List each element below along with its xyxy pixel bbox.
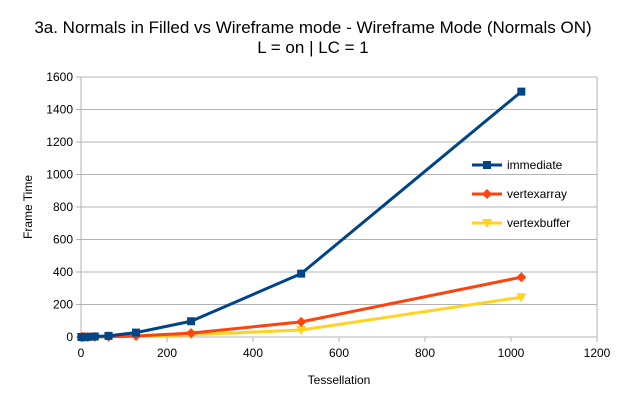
x-axis-label: Tessellation xyxy=(308,373,371,387)
y-tick-label: 1000 xyxy=(46,168,73,182)
data-point-vertexbuffer xyxy=(516,293,527,303)
x-tick-label: 200 xyxy=(157,346,177,360)
y-tick-label: 600 xyxy=(53,233,73,247)
data-point-immediate xyxy=(517,87,526,96)
data-point-vertexarray xyxy=(516,272,527,283)
data-point-immediate xyxy=(187,317,196,326)
data-point-immediate xyxy=(90,332,99,341)
data-point-immediate xyxy=(83,332,92,341)
data-point-immediate xyxy=(297,269,306,278)
x-tick-labels: 0 200 400 600 800 1000 1200 xyxy=(78,346,611,360)
y-tick-label: 1600 xyxy=(46,70,73,84)
y-tick-label: 400 xyxy=(53,265,73,279)
legend-marker xyxy=(482,219,492,228)
data-point-vertexarray xyxy=(186,328,197,339)
y-tick-label: 1200 xyxy=(46,135,73,149)
data-point-vertexbuffer xyxy=(296,326,307,336)
legend-label: vertexarray xyxy=(507,187,567,201)
data-point-vertexarray xyxy=(296,316,307,327)
series-immediate xyxy=(77,87,526,341)
legend: immediate vertexarray vertexbuffer xyxy=(472,158,570,230)
legend-marker xyxy=(482,189,492,199)
y-tick-label: 800 xyxy=(53,200,73,214)
x-tick-label: 1000 xyxy=(498,346,525,360)
y-tick-label: 200 xyxy=(53,298,73,312)
x-tick-label: 600 xyxy=(329,346,349,360)
legend-marker xyxy=(483,161,491,169)
series-line-immediate xyxy=(80,90,523,339)
x-tick-label: 400 xyxy=(243,346,263,360)
y-tick-labels: 0 200 400 600 800 1000 1200 1400 1600 xyxy=(46,70,73,344)
legend-item-vertexbuffer: vertexbuffer xyxy=(472,216,570,230)
legend-label: immediate xyxy=(507,158,563,172)
chart-title: 3a. Normals in Filled vs Wireframe mode … xyxy=(34,18,592,37)
x-tick-label: 1200 xyxy=(584,346,611,360)
axes xyxy=(76,76,598,342)
y-tick-label: 1400 xyxy=(46,103,73,117)
y-axis-label: Frame Time xyxy=(21,175,35,239)
y-tick-label: 0 xyxy=(66,330,73,344)
x-tick-label: 800 xyxy=(415,346,435,360)
chart-subtitle: L = on | LC = 1 xyxy=(257,38,369,57)
x-tick-label: 0 xyxy=(78,346,85,360)
legend-label: vertexbuffer xyxy=(507,216,570,230)
legend-item-immediate: immediate xyxy=(472,158,563,172)
series-group xyxy=(76,87,527,342)
data-point-immediate xyxy=(104,331,113,340)
data-point-immediate xyxy=(132,328,141,337)
legend-item-vertexarray: vertexarray xyxy=(472,187,567,201)
